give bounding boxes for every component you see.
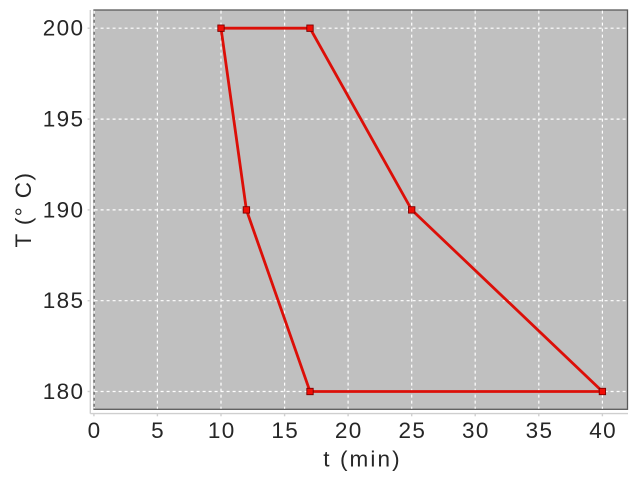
svg-text:10: 10 [208, 418, 236, 443]
svg-text:T (° C): T (° C) [11, 172, 36, 248]
svg-text:35: 35 [526, 418, 554, 443]
svg-text:t (min): t (min) [323, 447, 401, 472]
svg-text:25: 25 [399, 418, 427, 443]
svg-text:15: 15 [271, 418, 299, 443]
svg-text:5: 5 [151, 418, 165, 443]
svg-text:200: 200 [43, 16, 85, 41]
svg-text:180: 180 [43, 379, 85, 404]
svg-text:195: 195 [43, 107, 85, 132]
svg-text:190: 190 [43, 197, 85, 222]
svg-text:20: 20 [335, 418, 363, 443]
svg-text:40: 40 [589, 418, 617, 443]
svg-text:0: 0 [88, 418, 102, 443]
svg-text:185: 185 [43, 288, 85, 313]
svg-text:30: 30 [462, 418, 490, 443]
